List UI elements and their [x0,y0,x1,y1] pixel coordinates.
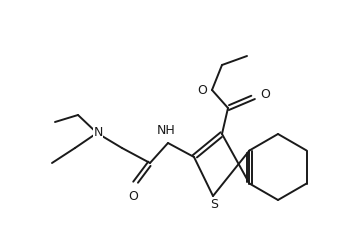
Text: NH: NH [157,124,175,137]
Text: O: O [197,84,207,98]
Text: O: O [260,89,270,101]
Text: O: O [128,190,138,203]
Text: S: S [210,198,218,211]
Text: N: N [93,127,103,139]
